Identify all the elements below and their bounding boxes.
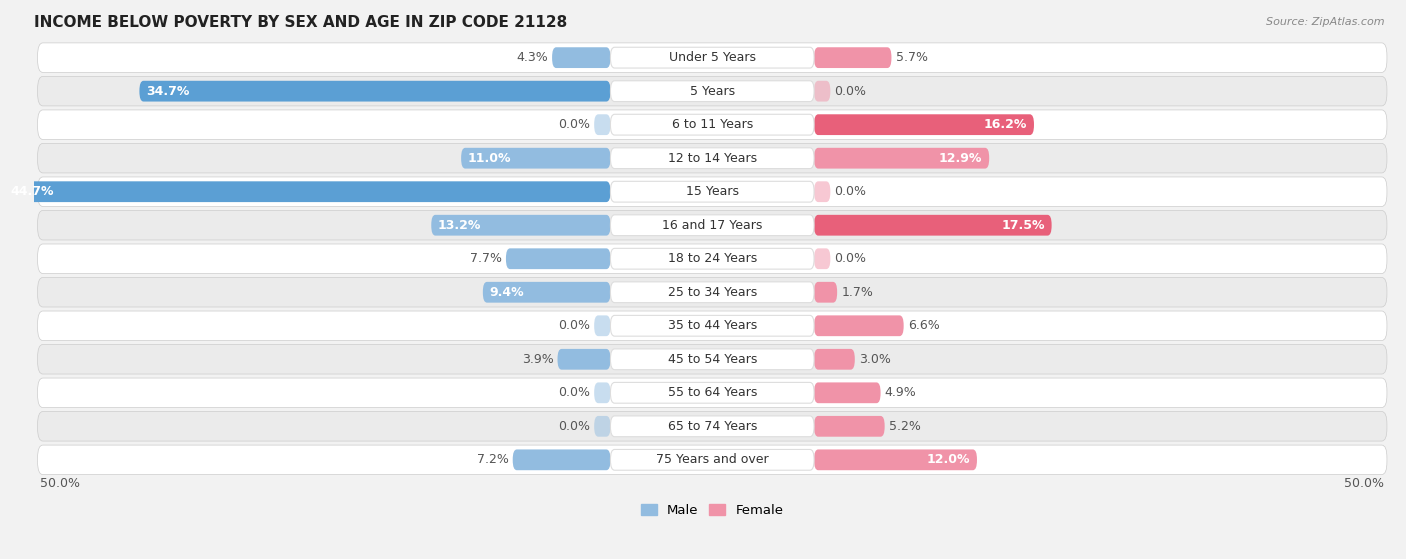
- FancyBboxPatch shape: [814, 48, 891, 68]
- Text: 0.0%: 0.0%: [558, 420, 591, 433]
- FancyBboxPatch shape: [814, 416, 884, 437]
- FancyBboxPatch shape: [610, 80, 814, 102]
- FancyBboxPatch shape: [595, 382, 610, 403]
- FancyBboxPatch shape: [814, 80, 831, 102]
- FancyBboxPatch shape: [610, 248, 814, 269]
- FancyBboxPatch shape: [38, 211, 1386, 240]
- FancyBboxPatch shape: [814, 382, 880, 403]
- Text: 3.0%: 3.0%: [859, 353, 891, 366]
- FancyBboxPatch shape: [610, 349, 814, 369]
- Text: 5.7%: 5.7%: [896, 51, 928, 64]
- FancyBboxPatch shape: [610, 382, 814, 403]
- Text: 0.0%: 0.0%: [834, 252, 866, 265]
- FancyBboxPatch shape: [139, 80, 610, 102]
- Text: 16 and 17 Years: 16 and 17 Years: [662, 219, 762, 232]
- Text: Under 5 Years: Under 5 Years: [669, 51, 756, 64]
- FancyBboxPatch shape: [610, 215, 814, 235]
- Text: 7.7%: 7.7%: [470, 252, 502, 265]
- Text: 25 to 34 Years: 25 to 34 Years: [668, 286, 756, 299]
- FancyBboxPatch shape: [814, 315, 904, 336]
- Text: 1.7%: 1.7%: [841, 286, 873, 299]
- Text: 44.7%: 44.7%: [10, 185, 53, 198]
- Text: 55 to 64 Years: 55 to 64 Years: [668, 386, 756, 399]
- FancyBboxPatch shape: [38, 277, 1386, 307]
- Text: 45 to 54 Years: 45 to 54 Years: [668, 353, 756, 366]
- FancyBboxPatch shape: [595, 416, 610, 437]
- Text: 12.9%: 12.9%: [939, 151, 983, 165]
- FancyBboxPatch shape: [38, 77, 1386, 106]
- FancyBboxPatch shape: [610, 282, 814, 302]
- FancyBboxPatch shape: [610, 181, 814, 202]
- FancyBboxPatch shape: [506, 248, 610, 269]
- FancyBboxPatch shape: [4, 181, 610, 202]
- Text: 0.0%: 0.0%: [558, 386, 591, 399]
- Text: 17.5%: 17.5%: [1001, 219, 1045, 232]
- Text: 12 to 14 Years: 12 to 14 Years: [668, 151, 756, 165]
- FancyBboxPatch shape: [814, 181, 831, 202]
- Text: 6.6%: 6.6%: [908, 319, 939, 332]
- FancyBboxPatch shape: [38, 244, 1386, 273]
- FancyBboxPatch shape: [38, 110, 1386, 139]
- FancyBboxPatch shape: [610, 148, 814, 169]
- FancyBboxPatch shape: [610, 315, 814, 336]
- Text: INCOME BELOW POVERTY BY SEX AND AGE IN ZIP CODE 21128: INCOME BELOW POVERTY BY SEX AND AGE IN Z…: [34, 15, 567, 30]
- Text: 65 to 74 Years: 65 to 74 Years: [668, 420, 756, 433]
- FancyBboxPatch shape: [814, 282, 837, 302]
- Text: 35 to 44 Years: 35 to 44 Years: [668, 319, 756, 332]
- Text: 18 to 24 Years: 18 to 24 Years: [668, 252, 756, 265]
- FancyBboxPatch shape: [38, 445, 1386, 475]
- Text: 7.2%: 7.2%: [477, 453, 509, 466]
- Text: 4.9%: 4.9%: [884, 386, 917, 399]
- Text: 5.2%: 5.2%: [889, 420, 921, 433]
- FancyBboxPatch shape: [814, 248, 831, 269]
- FancyBboxPatch shape: [461, 148, 610, 169]
- Text: 34.7%: 34.7%: [146, 84, 190, 98]
- FancyBboxPatch shape: [38, 177, 1386, 206]
- FancyBboxPatch shape: [38, 43, 1386, 73]
- FancyBboxPatch shape: [610, 416, 814, 437]
- Text: 11.0%: 11.0%: [468, 151, 512, 165]
- FancyBboxPatch shape: [558, 349, 610, 369]
- FancyBboxPatch shape: [610, 48, 814, 68]
- Text: 9.4%: 9.4%: [489, 286, 524, 299]
- FancyBboxPatch shape: [610, 114, 814, 135]
- FancyBboxPatch shape: [38, 311, 1386, 340]
- Legend: Male, Female: Male, Female: [636, 498, 789, 522]
- FancyBboxPatch shape: [595, 114, 610, 135]
- FancyBboxPatch shape: [38, 411, 1386, 441]
- FancyBboxPatch shape: [38, 378, 1386, 408]
- FancyBboxPatch shape: [814, 215, 1052, 235]
- Text: 16.2%: 16.2%: [984, 118, 1028, 131]
- Text: 0.0%: 0.0%: [834, 84, 866, 98]
- Text: 50.0%: 50.0%: [41, 477, 80, 490]
- FancyBboxPatch shape: [482, 282, 610, 302]
- Text: 4.3%: 4.3%: [516, 51, 548, 64]
- FancyBboxPatch shape: [432, 215, 610, 235]
- Text: 75 Years and over: 75 Years and over: [657, 453, 769, 466]
- FancyBboxPatch shape: [595, 315, 610, 336]
- Text: 50.0%: 50.0%: [1344, 477, 1385, 490]
- FancyBboxPatch shape: [553, 48, 610, 68]
- FancyBboxPatch shape: [814, 449, 977, 470]
- Text: 5 Years: 5 Years: [690, 84, 735, 98]
- Text: 3.9%: 3.9%: [522, 353, 554, 366]
- FancyBboxPatch shape: [610, 449, 814, 470]
- FancyBboxPatch shape: [38, 344, 1386, 374]
- Text: Source: ZipAtlas.com: Source: ZipAtlas.com: [1267, 17, 1385, 27]
- FancyBboxPatch shape: [814, 349, 855, 369]
- Text: 0.0%: 0.0%: [558, 319, 591, 332]
- Text: 0.0%: 0.0%: [834, 185, 866, 198]
- Text: 12.0%: 12.0%: [927, 453, 970, 466]
- FancyBboxPatch shape: [814, 114, 1033, 135]
- Text: 6 to 11 Years: 6 to 11 Years: [672, 118, 752, 131]
- FancyBboxPatch shape: [38, 144, 1386, 173]
- Text: 0.0%: 0.0%: [558, 118, 591, 131]
- Text: 15 Years: 15 Years: [686, 185, 738, 198]
- FancyBboxPatch shape: [513, 449, 610, 470]
- Text: 13.2%: 13.2%: [439, 219, 481, 232]
- FancyBboxPatch shape: [814, 148, 990, 169]
